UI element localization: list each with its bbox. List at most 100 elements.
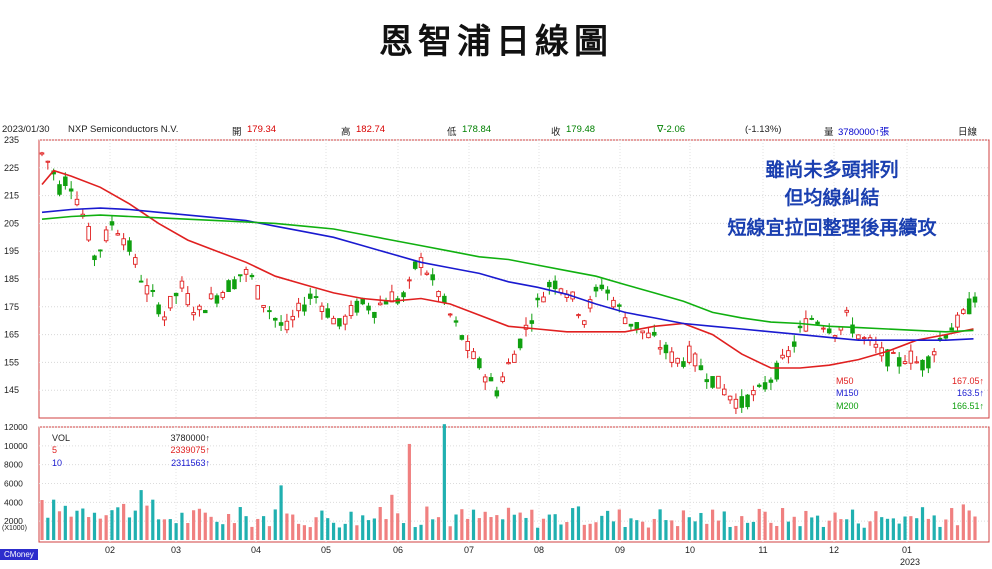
volume-bar bbox=[168, 519, 172, 540]
x-axis-month-label: 06 bbox=[393, 545, 403, 555]
low-label: 低 bbox=[447, 127, 457, 138]
candle-body bbox=[797, 325, 803, 329]
period-label: 日線 bbox=[958, 127, 978, 138]
volume-bar bbox=[635, 520, 639, 540]
volume-bars bbox=[40, 424, 977, 540]
volume-bar bbox=[512, 514, 516, 540]
volume-bar bbox=[69, 516, 73, 540]
volume-bar bbox=[775, 525, 779, 540]
candle-body bbox=[424, 272, 430, 275]
volume-bar bbox=[938, 526, 942, 540]
candle-body bbox=[692, 353, 698, 367]
volume-bar bbox=[734, 525, 738, 540]
volume-bar bbox=[355, 525, 359, 540]
volume-bar bbox=[157, 519, 161, 540]
candle-body bbox=[622, 317, 628, 325]
volume-bar bbox=[891, 518, 895, 540]
volume-bar bbox=[98, 518, 102, 540]
candle-body bbox=[961, 309, 966, 314]
volume-bar bbox=[839, 519, 843, 540]
volume-bar bbox=[944, 519, 948, 540]
candle-body bbox=[675, 357, 680, 364]
candle-body bbox=[220, 292, 226, 298]
candle-body bbox=[267, 310, 272, 313]
volume-bar bbox=[203, 512, 207, 540]
volume-bar bbox=[186, 522, 190, 540]
volume-bar bbox=[745, 522, 750, 540]
x-axis-month-label: 07 bbox=[464, 545, 474, 555]
volume-bar bbox=[600, 515, 604, 540]
candle-body bbox=[436, 291, 441, 298]
ma200-legend-name: M200 bbox=[836, 401, 859, 411]
volume-bar bbox=[366, 520, 371, 540]
volume-bar bbox=[413, 527, 417, 540]
candle-body bbox=[482, 376, 488, 383]
volume-bar bbox=[320, 510, 324, 540]
candle-body bbox=[611, 299, 616, 308]
volume-bar bbox=[46, 517, 50, 540]
candle-body bbox=[786, 350, 791, 358]
volume-bar bbox=[314, 517, 318, 540]
x-axis-year-label: 2023 bbox=[900, 557, 920, 567]
volume-bar bbox=[553, 514, 557, 540]
volume-bar bbox=[874, 511, 878, 540]
volume-bar bbox=[915, 518, 919, 540]
volume-bar bbox=[798, 526, 802, 540]
volume-bar bbox=[483, 511, 487, 540]
volume-bar bbox=[845, 519, 849, 540]
volume-bar bbox=[950, 508, 954, 540]
candle-body bbox=[966, 298, 972, 315]
volume-bar bbox=[705, 523, 709, 540]
volume-bar bbox=[273, 509, 277, 540]
candle-body bbox=[127, 240, 132, 252]
high-value: 182.74 bbox=[356, 124, 386, 135]
candle-body bbox=[447, 313, 453, 316]
volume-bar bbox=[786, 521, 790, 540]
volume-bar bbox=[401, 523, 406, 540]
volume-bar bbox=[460, 509, 464, 540]
candle-body bbox=[896, 357, 902, 367]
volume-bar bbox=[256, 518, 260, 540]
volume-bar bbox=[833, 512, 837, 540]
volume-bar bbox=[710, 509, 715, 540]
candle-body bbox=[407, 279, 412, 282]
volume-label: 量 bbox=[824, 127, 834, 138]
volume-bar bbox=[524, 517, 528, 540]
vol10-legend-value: 2311563↑ bbox=[171, 458, 210, 468]
candle-body bbox=[203, 310, 208, 314]
volume-bar bbox=[740, 516, 744, 540]
volume-bar bbox=[174, 523, 178, 540]
volume-bar bbox=[565, 522, 569, 540]
candle-body bbox=[652, 331, 657, 336]
price-y-tick: 215 bbox=[4, 191, 19, 201]
candle-body bbox=[552, 280, 558, 290]
volume-bar bbox=[722, 511, 726, 540]
candle-body bbox=[774, 362, 779, 380]
volume-bar bbox=[291, 514, 295, 540]
candle-body bbox=[150, 289, 156, 292]
candle-body bbox=[634, 322, 640, 330]
candle-body bbox=[902, 361, 908, 365]
candle-body bbox=[57, 184, 62, 195]
price-y-tick: 175 bbox=[4, 302, 19, 312]
volume-value: 3780000↑張 bbox=[838, 127, 890, 138]
candle-body bbox=[885, 349, 890, 367]
candle-body bbox=[377, 302, 383, 306]
candle-body bbox=[780, 354, 785, 359]
volume-bar bbox=[390, 494, 394, 540]
volume-bar bbox=[122, 503, 126, 540]
volume-bar bbox=[81, 508, 85, 540]
volume-bar bbox=[629, 518, 633, 540]
volume-bar bbox=[868, 521, 872, 540]
price-y-tick: 195 bbox=[4, 246, 19, 256]
candle-body bbox=[681, 361, 686, 367]
volume-bar bbox=[547, 514, 551, 540]
candle-body bbox=[354, 300, 360, 313]
volume-bar bbox=[308, 527, 312, 540]
volume-bar bbox=[285, 513, 289, 540]
volume-bar bbox=[670, 520, 674, 540]
quote-info-bar: 2023/01/30 NXP Semiconductors N.V. 開 179… bbox=[0, 124, 992, 138]
candle-body bbox=[208, 293, 214, 300]
candle-body bbox=[663, 344, 669, 354]
x-axis: 02 03 04 05 06 07 08 09 10 11 12 01 bbox=[105, 545, 912, 555]
